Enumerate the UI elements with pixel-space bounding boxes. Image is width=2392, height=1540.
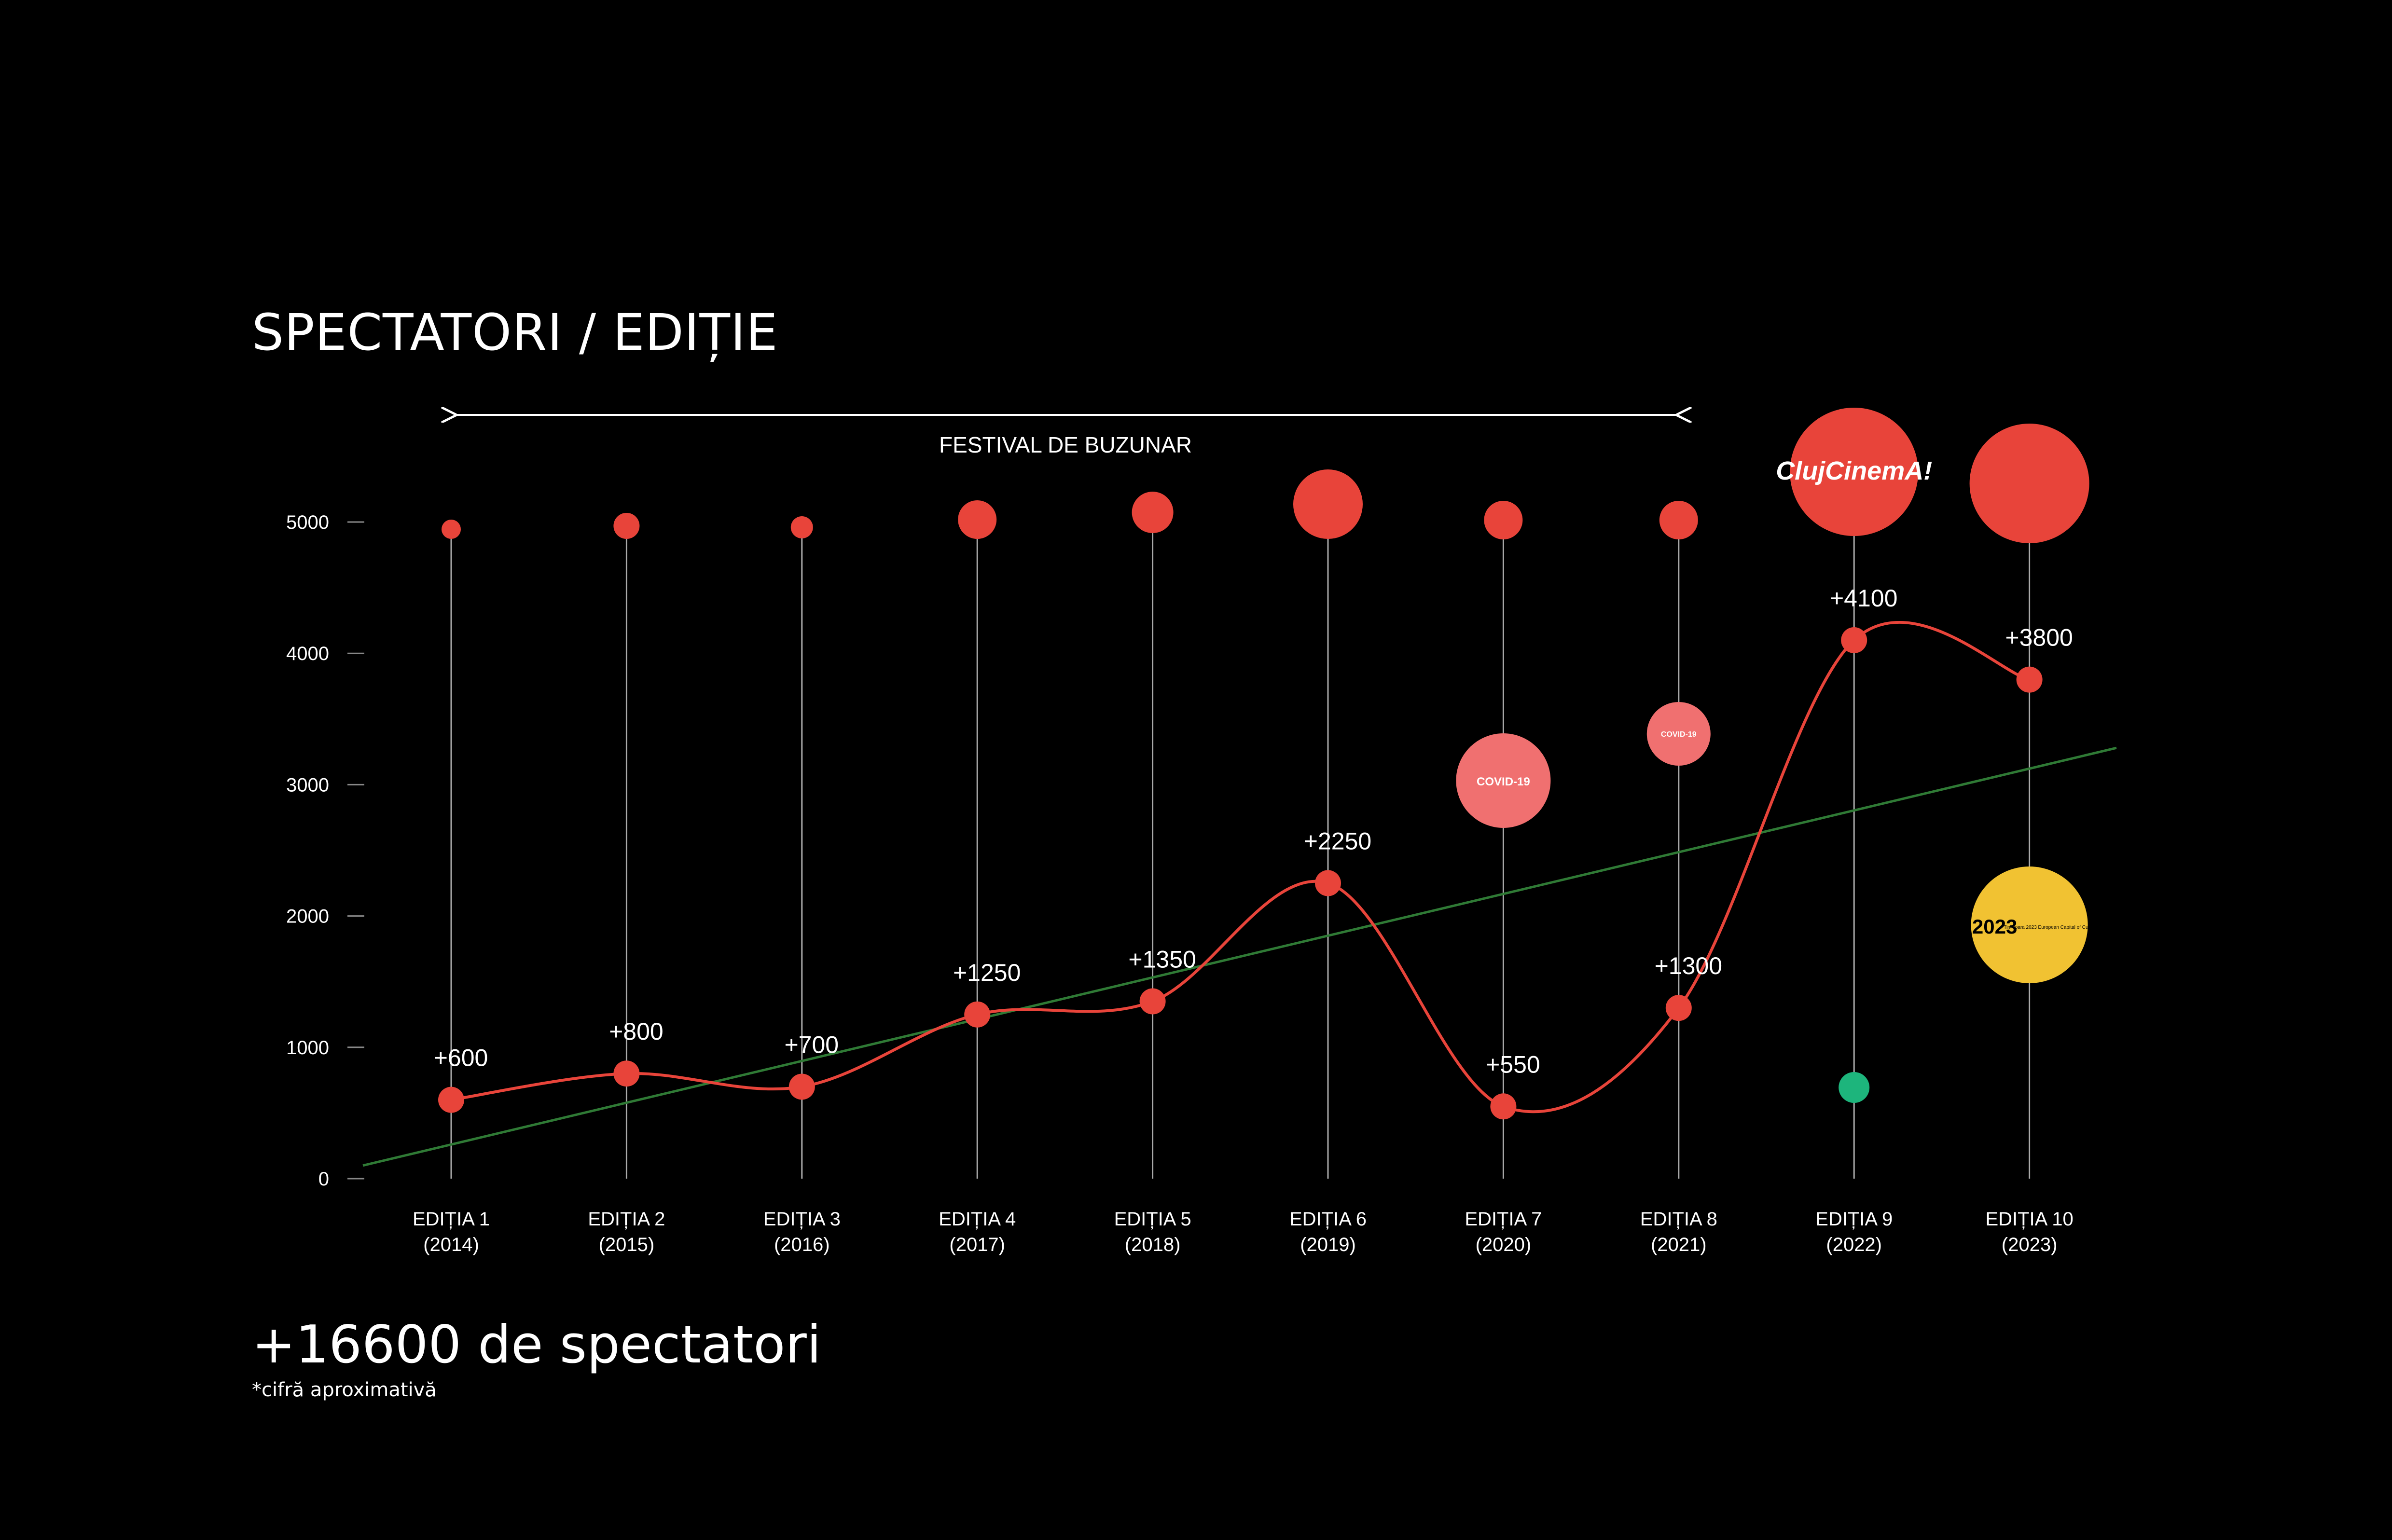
y-tick-label: 3000 (286, 774, 329, 796)
x-tick-label: EDIȚIA 1 (413, 1209, 490, 1230)
series-line (451, 621, 2030, 1114)
data-label: +550 (1486, 1051, 1540, 1078)
footnote: *cifră aproximativă (252, 1379, 437, 1401)
clujcinema-logo: ClujCinemA! (1776, 456, 1932, 485)
data-point (1139, 988, 1166, 1015)
data-label: +2250 (1304, 828, 1371, 855)
data-label: +700 (784, 1031, 839, 1058)
x-tick-label: EDIȚIA 4 (939, 1209, 1016, 1230)
x-tick-year: (2022) (1826, 1234, 1882, 1255)
x-tick-year: (2021) (1651, 1234, 1707, 1255)
x-tick-label: EDIȚIA 9 (1815, 1209, 1893, 1230)
y-tick-label: 4000 (286, 643, 329, 664)
data-point (964, 1001, 991, 1028)
edition-size-bubble (442, 520, 461, 539)
capital-badge-year: 2023 (1972, 915, 2017, 938)
edition-size-bubble (1484, 501, 1523, 539)
data-label: +1350 (1128, 946, 1196, 973)
y-tick-label: 1000 (286, 1037, 329, 1059)
data-label: +800 (609, 1018, 664, 1045)
edition-size-bubble (1659, 501, 1698, 539)
data-point (1315, 870, 1341, 896)
data-label: +3800 (2005, 624, 2073, 651)
edition-size-bubble (1293, 469, 1363, 539)
edition-size-bubble (1790, 408, 1919, 536)
data-point (438, 1086, 464, 1113)
x-tick-year: (2019) (1300, 1234, 1356, 1255)
data-label: +4100 (1830, 585, 1897, 612)
x-tick-year: (2020) (1476, 1234, 1532, 1255)
covid-label: COVID-19 (1477, 775, 1530, 788)
data-label: +600 (434, 1045, 488, 1072)
data-point (1841, 627, 1867, 653)
x-tick-label: EDIȚIA 10 (1985, 1209, 2073, 1230)
x-tick-label: EDIȚIA 6 (1289, 1209, 1367, 1230)
edition-size-bubble (613, 513, 640, 539)
data-label: +1300 (1655, 952, 1722, 979)
edition-size-bubble (1969, 424, 2089, 543)
x-tick-label: EDIȚIA 8 (1640, 1209, 1717, 1230)
y-tick-label: 5000 (286, 512, 329, 533)
data-point (2016, 666, 2043, 693)
y-tick-label: 0 (318, 1169, 329, 1190)
covid-circle (1646, 702, 1711, 766)
total-spectators: +16600 de spectatori (252, 1315, 821, 1375)
x-tick-label: EDIȚIA 3 (763, 1209, 841, 1230)
x-tick-year: (2014) (423, 1234, 479, 1255)
y-tick-label: 2000 (286, 906, 329, 927)
covid-label: COVID-19 (1661, 730, 1697, 739)
x-tick-year: (2017) (949, 1234, 1005, 1255)
data-point (613, 1060, 640, 1087)
capital-badge-text: Timișoara 2023 European Capital of Cultu… (2004, 925, 2098, 930)
edition-size-bubble (790, 516, 813, 538)
data-label: +1250 (953, 959, 1021, 986)
x-tick-label: EDIȚIA 5 (1114, 1209, 1191, 1230)
data-point (1490, 1093, 1517, 1120)
period-label: FESTIVAL DE BUZUNAR (939, 432, 1192, 457)
x-tick-label: EDIȚIA 7 (1465, 1209, 1542, 1230)
x-tick-year: (2016) (774, 1234, 830, 1255)
data-point (788, 1073, 815, 1100)
data-point (1665, 995, 1692, 1021)
capital-badge (1971, 866, 2088, 983)
chart-title: SPECTATORI / EDIȚIE (252, 303, 778, 362)
x-tick-year: (2023) (2002, 1234, 2058, 1255)
x-tick-year: (2018) (1125, 1234, 1181, 1255)
trend-line (362, 746, 2117, 1167)
edition-size-bubble (958, 500, 997, 539)
covid-circle (1456, 733, 1551, 828)
green-badge (1839, 1072, 1870, 1103)
x-tick-label: EDIȚIA 2 (588, 1209, 665, 1230)
x-tick-year: (2015) (599, 1234, 655, 1255)
edition-size-bubble (1132, 492, 1174, 533)
